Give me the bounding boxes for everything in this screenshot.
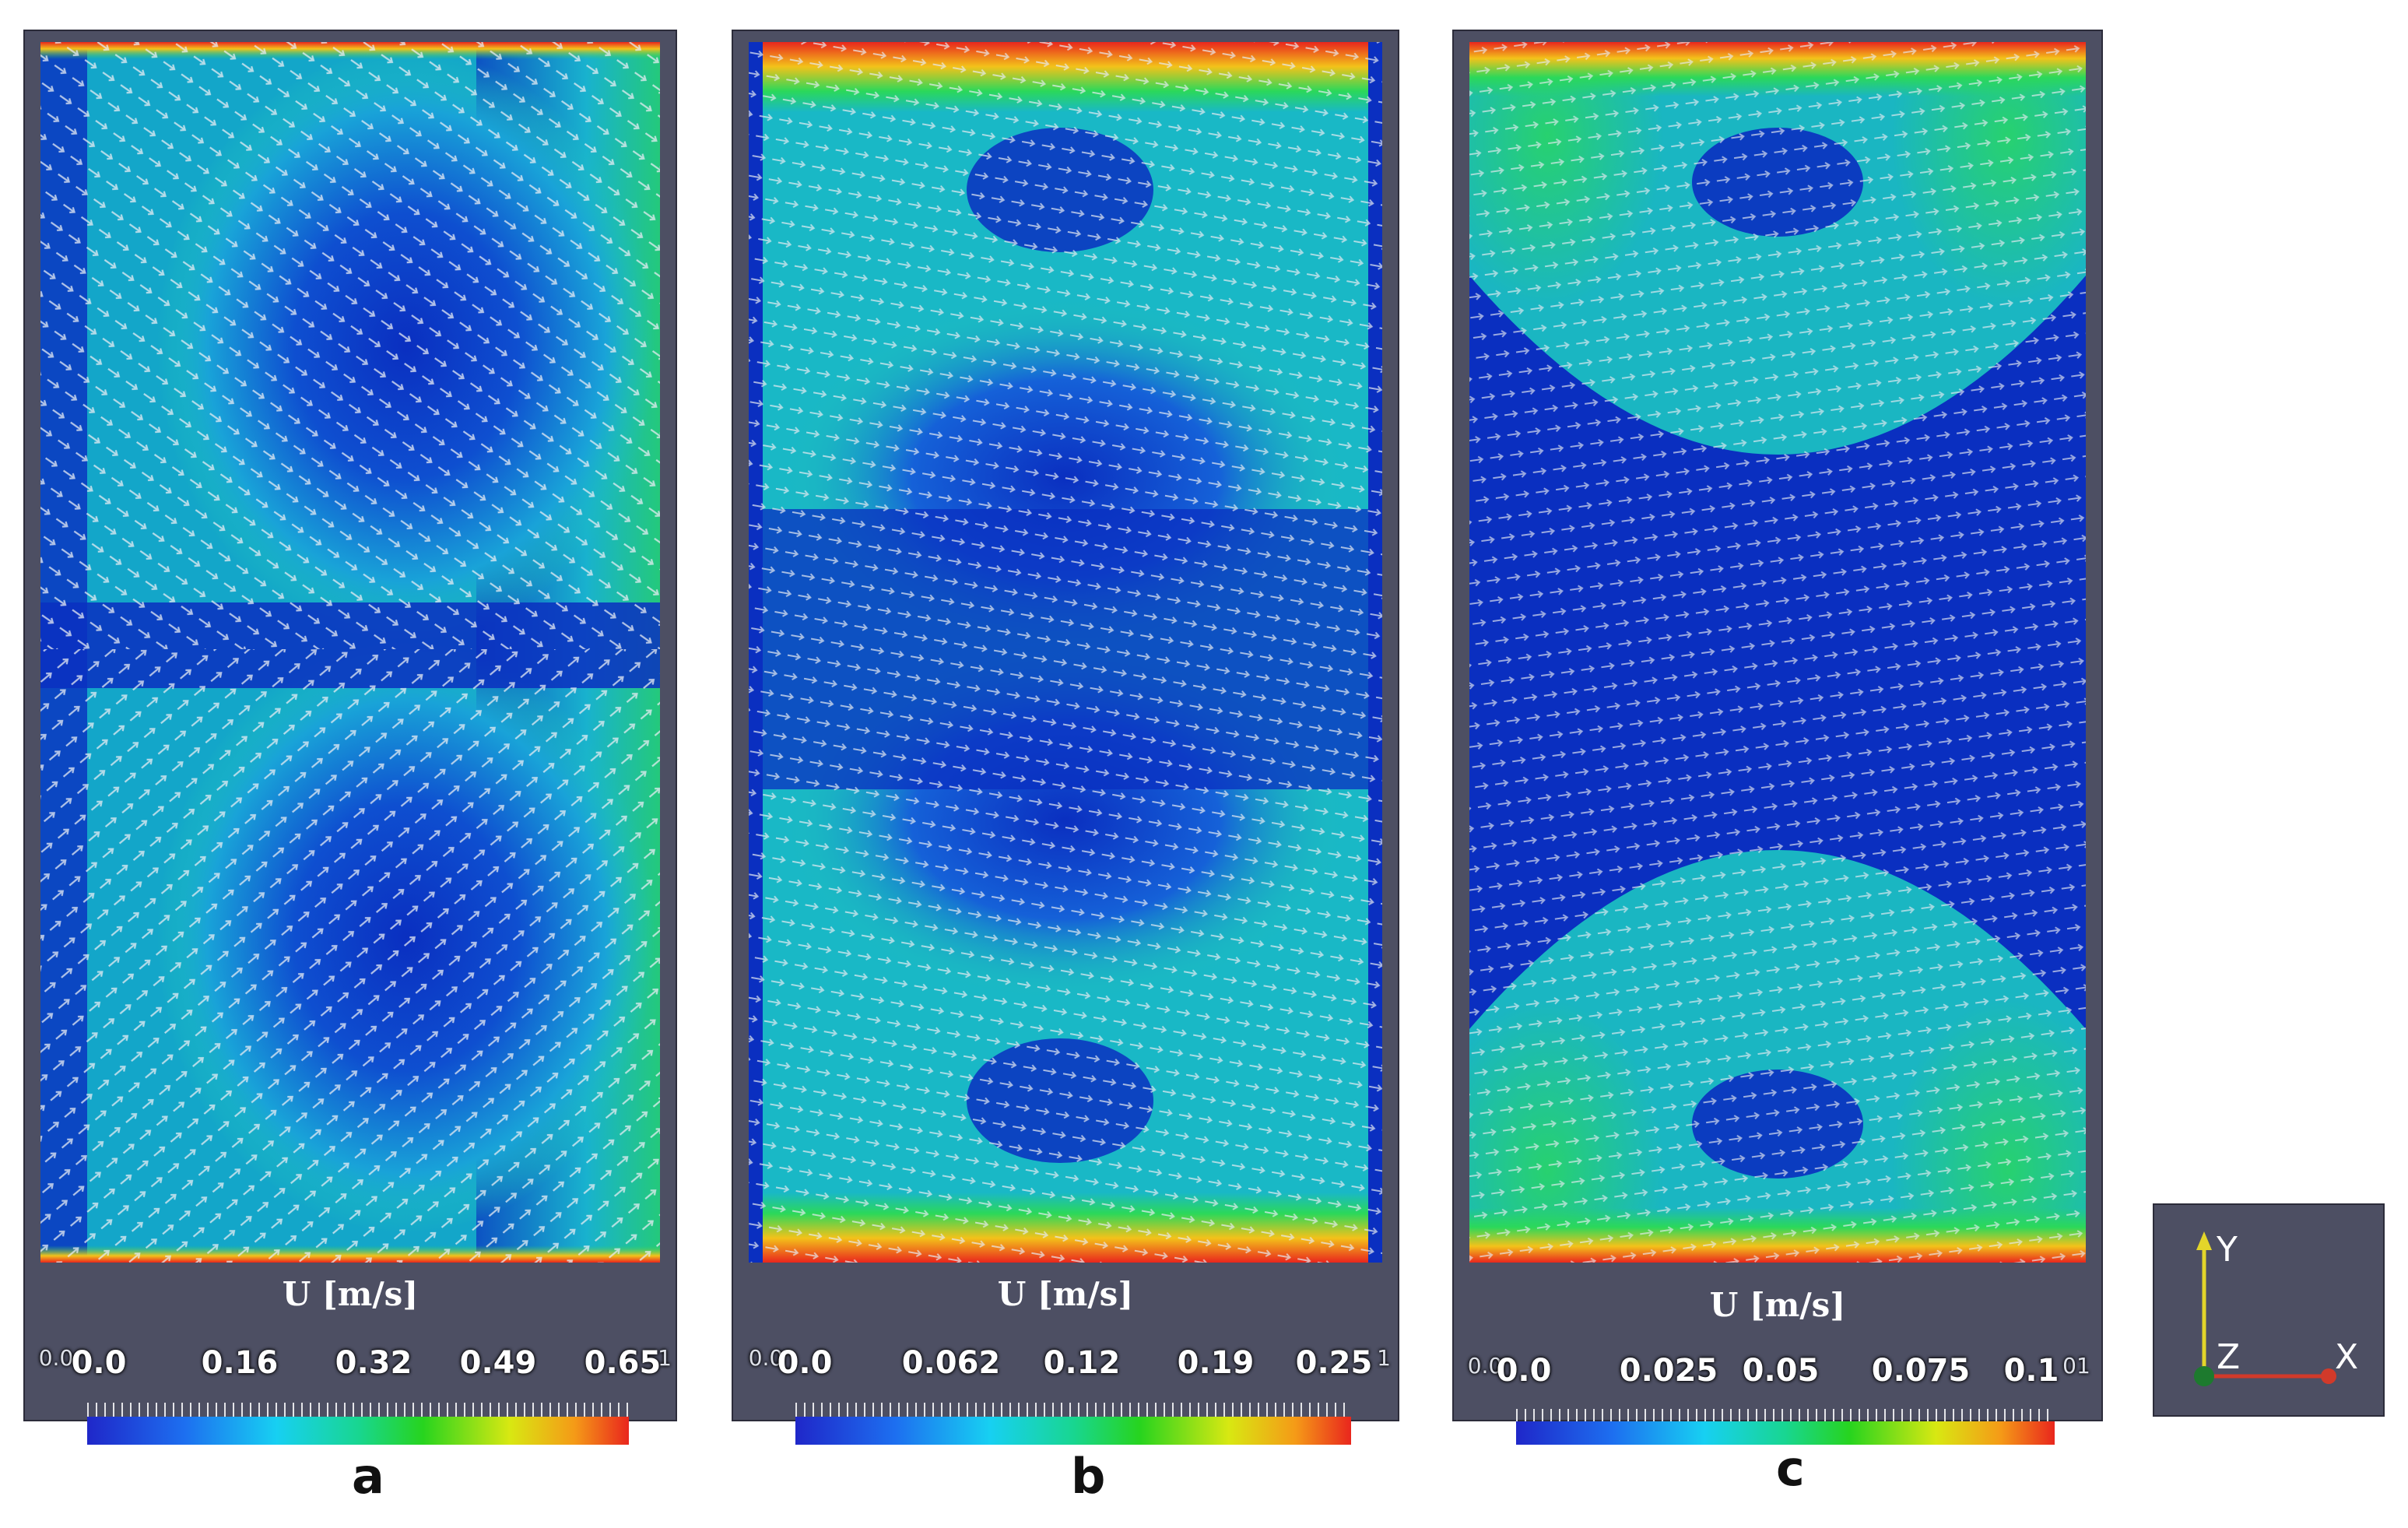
colorbar-tick: 0.25 xyxy=(1295,1345,1373,1381)
colorbar-tick: 0.65 xyxy=(584,1345,662,1381)
velocity-field-b xyxy=(749,42,1382,1263)
colorbar xyxy=(795,1417,1351,1445)
panel-label-b: b xyxy=(1071,1448,1106,1505)
colorbar-ticks: 0.0 0.0 0.16 0.32 0.49 0.65 1 xyxy=(25,1345,676,1392)
colorbar-tickmarks xyxy=(795,1403,1351,1417)
panel-label-c: c xyxy=(1776,1440,1805,1497)
colorbar xyxy=(87,1417,629,1445)
panel-a: U [m/s] 0.0 0.0 0.16 0.32 0.49 0.65 1 xyxy=(23,30,677,1445)
colorbar-min-edge: 0.0 xyxy=(38,1345,74,1371)
colorbar-tick: 0.19 xyxy=(1177,1345,1255,1381)
colorbar-max-edge: 1 xyxy=(1377,1345,1391,1371)
z-axis-dot-icon xyxy=(2194,1366,2214,1386)
colorbar-tick: 0.05 xyxy=(1742,1353,1820,1389)
colorbar-ticks: 0.0 0.0 0.062 0.12 0.19 0.25 1 xyxy=(733,1345,1398,1392)
colorbar-tick: 0.025 xyxy=(1619,1353,1718,1389)
colorbar-tick: 0.1 xyxy=(2003,1353,2059,1389)
legend-title: U [m/s] xyxy=(282,1275,419,1313)
axis-label-z: Z xyxy=(2217,1337,2240,1377)
axis-label-x: X xyxy=(2335,1337,2358,1377)
colorbar-tick: 0.0 xyxy=(1496,1353,1552,1389)
legend-title: U [m/s] xyxy=(1709,1286,1846,1324)
panel-c: U [m/s] 0.0 0.0 0.025 0.05 0.075 0.1 01 xyxy=(1452,30,2103,1445)
axis-label-y: Y xyxy=(2216,1230,2238,1270)
panel-label-a: a xyxy=(352,1448,384,1505)
colorbar-tick: 0.0 xyxy=(777,1345,833,1381)
velocity-field-c xyxy=(1469,42,2086,1263)
colorbar-max-edge: 1 xyxy=(658,1345,672,1371)
colorbar-tick: 0.49 xyxy=(459,1345,537,1381)
x-axis-arrow-icon xyxy=(2321,1368,2336,1384)
colorbar-ticks: 0.0 0.0 0.025 0.05 0.075 0.1 01 xyxy=(1454,1353,2101,1400)
colorbar-tick: 0.0 xyxy=(71,1345,127,1381)
colorbar-max-edge: 01 xyxy=(2062,1353,2090,1379)
colorbar-tick: 0.16 xyxy=(201,1345,279,1381)
colorbar-tickmarks xyxy=(1516,1409,2055,1423)
colorbar-tick: 0.12 xyxy=(1043,1345,1121,1381)
colorbar-tick: 0.062 xyxy=(901,1345,1001,1381)
colorbar-tick: 0.075 xyxy=(1871,1353,1971,1389)
panel-b: U [m/s] 0.0 0.0 0.062 0.12 0.19 0.25 1 xyxy=(732,30,1399,1445)
colorbar-min-edge: 0.0 xyxy=(748,1345,784,1371)
colorbar xyxy=(1516,1421,2055,1445)
colorbar-min-edge: 0.0 xyxy=(1467,1353,1503,1379)
velocity-field-a xyxy=(40,42,660,1263)
colorbar-tick: 0.32 xyxy=(335,1345,412,1381)
legend-title: U [m/s] xyxy=(997,1275,1134,1313)
y-axis-arrow-icon xyxy=(2196,1231,2212,1250)
colorbar-tickmarks xyxy=(87,1403,629,1417)
orientation-axes: Y Z X xyxy=(2153,1203,2385,1417)
